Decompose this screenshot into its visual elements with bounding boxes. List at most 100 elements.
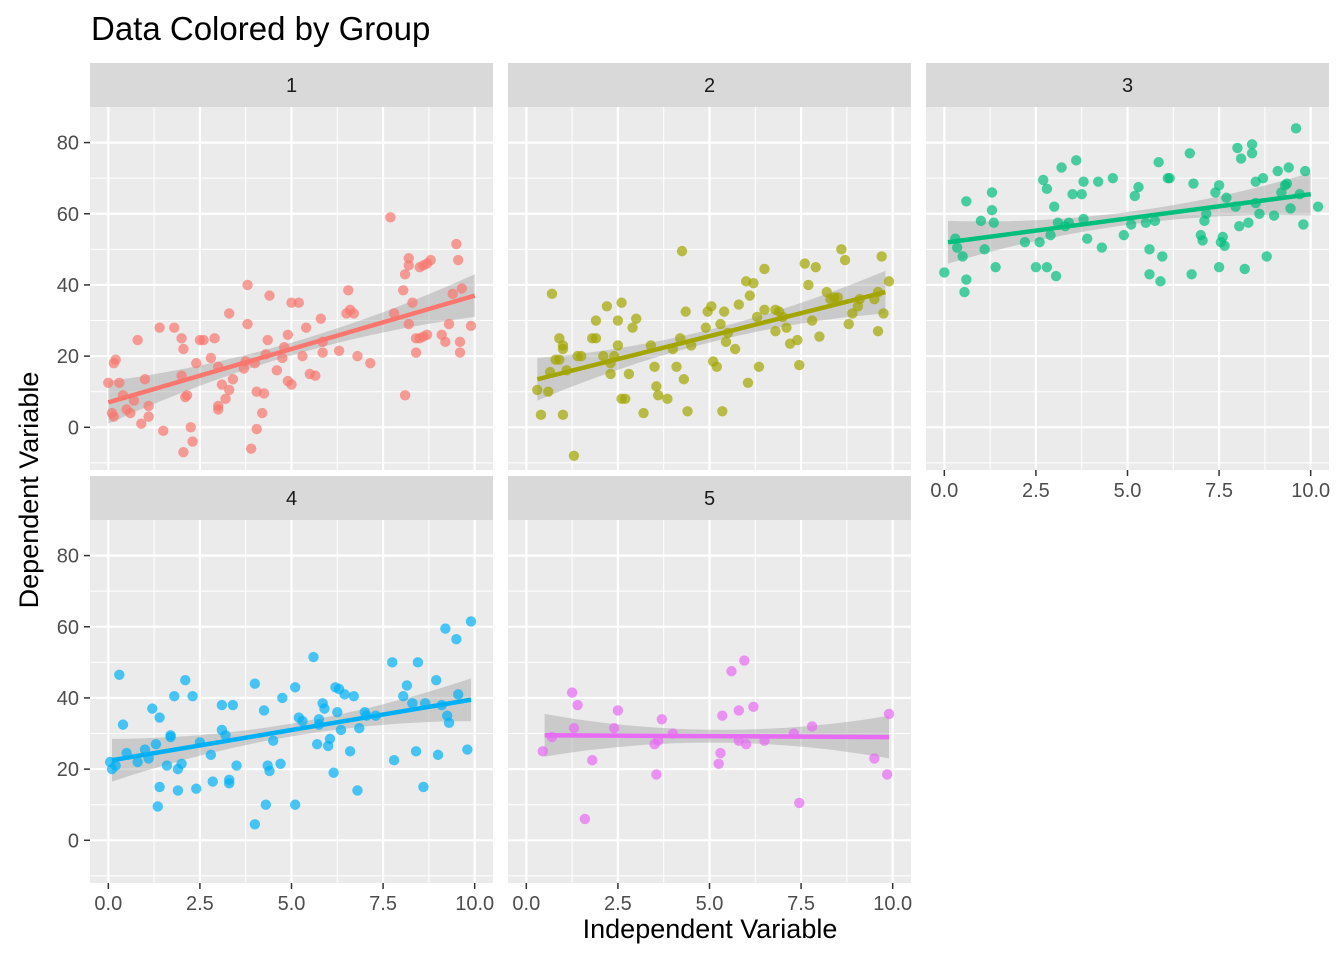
data-point [271, 365, 283, 376]
data-point [576, 350, 587, 362]
y-tick-label: 40 [57, 275, 79, 297]
data-point [454, 336, 466, 348]
data-point [1038, 174, 1049, 186]
data-point [425, 254, 436, 266]
data-point [1290, 123, 1302, 134]
data-point [110, 760, 121, 771]
data-point [1232, 142, 1243, 154]
data-point [407, 698, 418, 709]
data-point [293, 297, 305, 308]
data-point [598, 350, 609, 362]
x-axis-title: Independent Variable [583, 914, 838, 944]
x-tick-label: 0.0 [512, 893, 540, 915]
facet-panel-1: 1 0 20 40 60 80 [57, 63, 493, 470]
data-point [847, 308, 858, 319]
data-point [275, 758, 286, 769]
data-point [344, 746, 356, 757]
x-tick-label: 5.0 [696, 893, 724, 915]
data-point [333, 345, 345, 356]
facet-strip [508, 476, 911, 520]
data-point [653, 390, 664, 401]
facet-strip [926, 63, 1329, 107]
data-point [869, 753, 880, 764]
data-point [939, 267, 950, 278]
data-point [751, 311, 763, 323]
data-point [114, 377, 125, 389]
data-point [328, 767, 339, 778]
data-point [452, 254, 464, 266]
data-point [990, 261, 1001, 273]
data-point [1050, 270, 1062, 282]
data-point [1071, 155, 1082, 166]
data-point [407, 297, 418, 308]
data-point [951, 242, 963, 253]
facet-strip-label: 3 [1122, 75, 1133, 97]
data-point [258, 388, 270, 399]
data-point [176, 758, 187, 769]
data-point [154, 322, 165, 333]
data-point [260, 799, 272, 810]
data-point [264, 290, 275, 301]
data-point [451, 634, 462, 645]
data-point [348, 308, 359, 319]
x-tick-label: 7.5 [369, 893, 397, 915]
data-point [267, 735, 279, 746]
data-point [227, 374, 239, 385]
data-point [227, 699, 239, 711]
x-tick-label: 2.5 [1022, 480, 1050, 502]
y-tick-label: 40 [57, 688, 79, 710]
facet-panel-3: 3 0.0 2.5 5.0 7.5 10.0 [926, 63, 1330, 502]
data-point [605, 368, 616, 380]
x-tick-label: 5.0 [278, 893, 306, 915]
data-point [300, 322, 312, 333]
data-point [713, 758, 724, 769]
data-point [335, 724, 347, 736]
data-point [872, 326, 884, 337]
data-point [286, 297, 297, 308]
data-point [224, 778, 235, 789]
data-point [108, 411, 120, 422]
data-point [794, 359, 805, 371]
data-point [961, 196, 972, 207]
data-point [1312, 201, 1324, 212]
data-point [587, 755, 598, 766]
data-point [154, 781, 165, 793]
data-point [220, 730, 231, 741]
data-point [165, 731, 176, 743]
y-tick-label: 20 [57, 759, 79, 781]
data-point [1246, 148, 1258, 159]
data-point [748, 277, 759, 289]
data-point [185, 422, 196, 433]
data-point [249, 819, 261, 830]
data-point [180, 674, 191, 686]
data-point [1254, 208, 1265, 219]
data-point [799, 258, 810, 269]
regression-line [536, 289, 886, 382]
data-point [671, 361, 682, 372]
data-point [546, 288, 558, 300]
data-point [258, 705, 270, 716]
data-point [1030, 261, 1042, 273]
data-point [132, 756, 143, 768]
data-point [836, 244, 847, 255]
data-point [1257, 172, 1269, 184]
data-point [1041, 183, 1053, 195]
data-point [207, 776, 218, 787]
data-point [742, 377, 754, 389]
data-point [216, 699, 228, 711]
data-point [832, 292, 843, 303]
data-point [620, 393, 631, 405]
data-point [169, 322, 180, 333]
data-point [1019, 237, 1031, 248]
data-point [1243, 217, 1254, 228]
data-point [289, 799, 301, 810]
data-point [169, 690, 180, 702]
data-point [297, 350, 308, 362]
data-point [401, 680, 413, 691]
data-point [590, 315, 602, 326]
data-point [315, 313, 327, 324]
data-point [410, 746, 422, 757]
facet-strip-label: 1 [286, 75, 297, 97]
data-point [572, 699, 583, 711]
